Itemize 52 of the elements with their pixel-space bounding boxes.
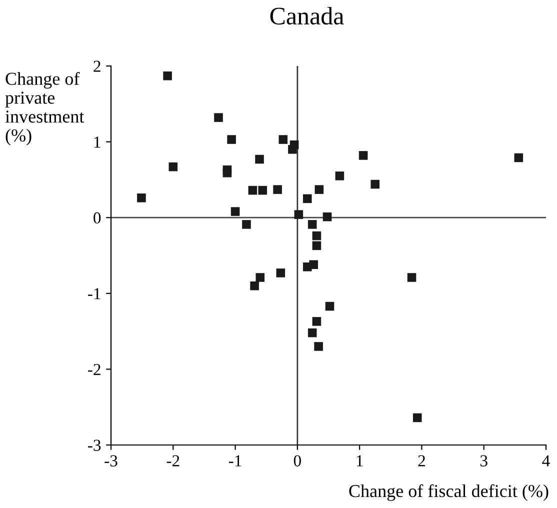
point xyxy=(255,154,264,164)
y-tick-label: -1 xyxy=(88,288,100,300)
point xyxy=(322,212,332,222)
y-tick-label: -2 xyxy=(88,364,100,375)
point xyxy=(407,273,416,282)
point xyxy=(308,220,317,229)
point xyxy=(258,186,268,195)
y-tick-label: 1 xyxy=(94,136,100,148)
point xyxy=(250,281,259,290)
point xyxy=(230,207,240,216)
point xyxy=(214,113,223,122)
point xyxy=(302,194,312,204)
point xyxy=(256,273,265,282)
x-tick-label: 3 xyxy=(480,455,488,466)
point xyxy=(312,317,322,326)
y-tick-label: -3 xyxy=(88,440,101,451)
x-tick-label: 1 xyxy=(356,455,363,466)
point xyxy=(312,241,322,250)
point xyxy=(308,328,317,338)
point xyxy=(412,413,422,422)
point xyxy=(335,172,344,180)
point xyxy=(163,71,172,80)
point xyxy=(358,151,368,160)
point xyxy=(168,162,178,172)
x-tick-label: -3 xyxy=(104,455,118,466)
point xyxy=(314,342,323,351)
y-tick-label: 2 xyxy=(94,60,100,72)
point xyxy=(294,210,304,219)
x-axis-title: Change of fiscal deficit (%) xyxy=(349,484,548,501)
point xyxy=(242,220,251,229)
x-tick-label: 2 xyxy=(418,455,425,466)
point xyxy=(248,186,258,195)
point xyxy=(312,231,322,240)
y-axis-title: Change of private investment (%) xyxy=(5,72,84,146)
point xyxy=(325,302,334,311)
point xyxy=(273,185,282,194)
x-tick-label: 4 xyxy=(542,455,550,466)
point xyxy=(222,168,232,178)
point xyxy=(276,268,286,278)
point xyxy=(314,185,324,194)
point xyxy=(309,260,318,269)
chart-title: Canada xyxy=(270,6,344,25)
point xyxy=(514,153,524,162)
point xyxy=(227,135,236,144)
y-tick-label: 0 xyxy=(94,212,101,224)
x-tick-label: -1 xyxy=(228,455,242,466)
x-tick-label: 0 xyxy=(294,455,301,466)
point xyxy=(370,180,380,189)
x-tick-label: -2 xyxy=(166,455,180,466)
point xyxy=(288,144,297,154)
point xyxy=(137,194,146,202)
point xyxy=(278,135,288,144)
